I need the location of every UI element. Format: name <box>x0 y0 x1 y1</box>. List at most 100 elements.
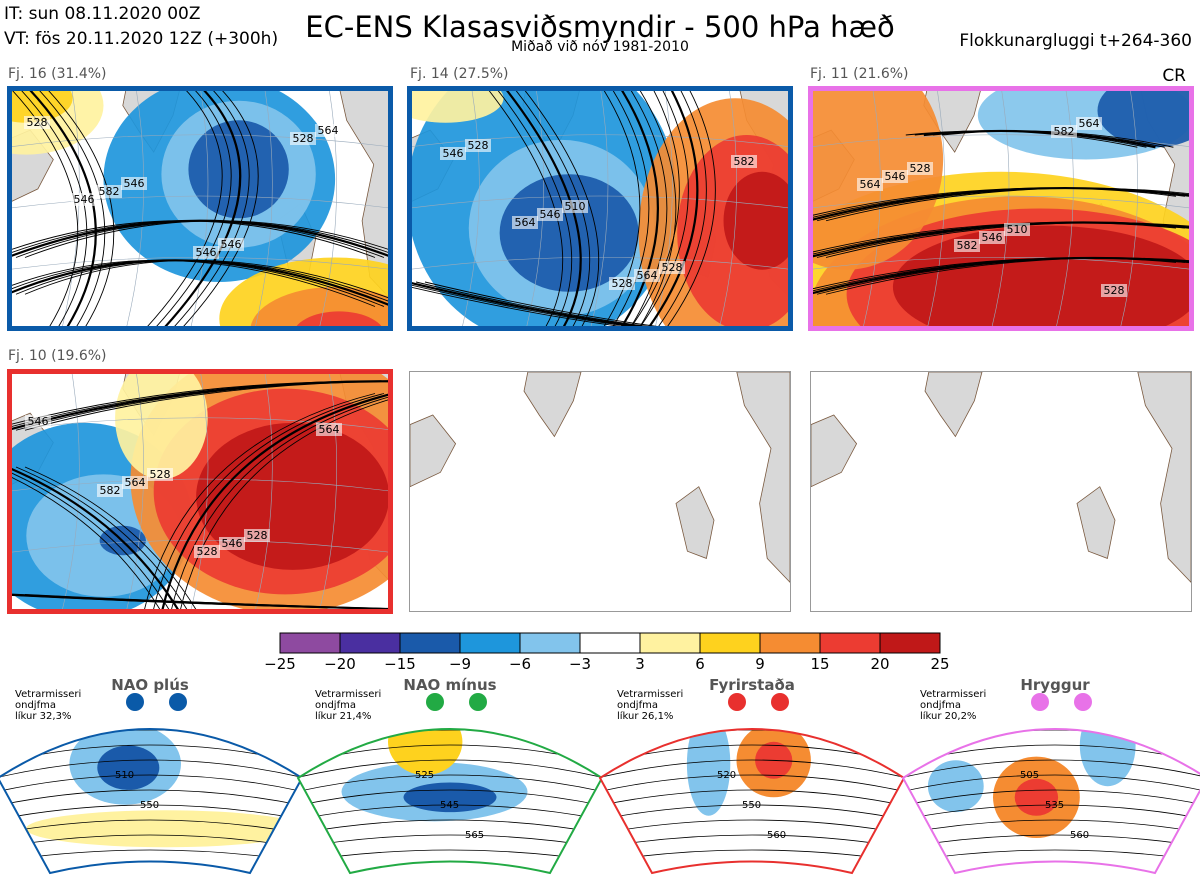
regime-marker <box>771 693 789 711</box>
grid-line <box>10 195 390 209</box>
height-contour <box>629 89 680 328</box>
regime-map: 525 545 565 <box>296 693 604 875</box>
contour-label: 546 <box>124 177 145 190</box>
colorbar-tick-label: 15 <box>810 655 830 673</box>
panel-label-3: Fj. 11 (21.6%) <box>810 66 909 82</box>
regime-map: 505 535 560 <box>901 693 1200 875</box>
grid-line <box>319 372 337 611</box>
regime-outline <box>901 728 1200 875</box>
colorbar-swatch <box>459 632 521 654</box>
height-contour <box>172 89 250 328</box>
regime-contour <box>903 804 1200 821</box>
regime-marker <box>1074 693 1092 711</box>
contour-label: 564 <box>860 178 881 191</box>
regime-contour-label: 560 <box>767 830 786 841</box>
regime-note: ondjfma <box>617 700 658 711</box>
contour-label: 546 <box>196 246 217 259</box>
regime-title: Fyrirstaða <box>709 676 795 694</box>
height-contour <box>37 89 106 328</box>
grid-line <box>1120 89 1138 328</box>
contour-label: 546 <box>982 231 1003 244</box>
colorbar-tick-label: 25 <box>930 655 950 673</box>
cluster-map: 528 546 546 564 582 546 528 546 <box>7 86 393 331</box>
contour-label-bg <box>512 216 538 229</box>
regime-contour-label: 550 <box>140 800 159 811</box>
contour-label-bg <box>1101 284 1127 297</box>
regime-note: Vetrarmisseri <box>617 689 684 700</box>
chart-subtitle: Miðað við nóv 1981-2010 <box>511 39 689 55</box>
cluster-border <box>407 86 793 331</box>
contour-label-bg <box>659 261 685 274</box>
panel-label-2: Fj. 14 (27.5%) <box>410 66 509 82</box>
height-contour <box>811 221 1191 258</box>
regime-map: 520 550 560 <box>598 693 906 875</box>
height-contour <box>27 89 97 328</box>
height-contour <box>24 593 390 610</box>
height-contour <box>523 89 600 328</box>
cluster-border <box>7 86 393 331</box>
colorbar-tick-label: −9 <box>448 655 472 673</box>
contour-label-bg <box>122 476 148 489</box>
chart-title: EC-ENS Klasasviðsmyndir - 500 hPa hæð <box>305 10 895 44</box>
regime-contour-label: 510 <box>115 770 134 781</box>
empty-map-panel-2 <box>810 371 1192 612</box>
regime-contour <box>600 759 904 779</box>
regime-contour <box>903 789 1200 807</box>
landmass <box>410 372 790 583</box>
contour-label: 582 <box>1054 125 1075 138</box>
contour-label-bg <box>244 529 270 542</box>
contour-label: 582 <box>957 239 978 252</box>
regime-marker <box>169 693 187 711</box>
height-contour <box>638 89 677 328</box>
contour-label: 582 <box>100 484 121 497</box>
contour-label: 546 <box>74 193 95 206</box>
regime-title: Hryggur <box>1020 676 1090 694</box>
contour-label-bg <box>219 537 245 550</box>
height-contour <box>656 89 707 328</box>
grid-line <box>61 372 80 611</box>
contour-label-bg <box>1076 117 1102 130</box>
landmass <box>811 372 1191 583</box>
grid-line <box>927 89 945 328</box>
regime-contour-label: 550 <box>742 800 761 811</box>
height-contour <box>181 89 259 328</box>
grid-line <box>811 256 1191 270</box>
height-contour <box>179 398 390 611</box>
colorbar-swatch <box>339 632 401 654</box>
initial-time: IT: sun 08.11.2020 00Z <box>4 4 201 24</box>
contour-label: 546 <box>221 238 242 251</box>
colorbar-swatch <box>879 632 941 654</box>
colorbar-swatch <box>519 632 581 654</box>
regime-anomaly <box>1014 778 1059 816</box>
regime-contour-label: 560 <box>1070 830 1089 841</box>
contour-label-bg <box>194 545 220 558</box>
colorbar-swatch <box>399 632 461 654</box>
panel-label-4: Fj. 10 (19.6%) <box>8 348 107 364</box>
contour-label: 582 <box>734 155 755 168</box>
regime-contour <box>903 759 1200 779</box>
empty-basemap <box>811 372 1191 583</box>
cluster-border <box>7 369 393 614</box>
contour-label-bg <box>218 238 244 251</box>
contour-label: 528 <box>150 468 171 481</box>
regime-note: líkur 26,1% <box>617 711 674 722</box>
regime-note: ondjfma <box>15 700 56 711</box>
height-contour <box>514 89 591 328</box>
cluster-panel-4: 528 528 546 564 546 564 582 528 <box>7 369 393 614</box>
contour-label: 510 <box>565 200 586 213</box>
contour-label-bg <box>315 124 341 137</box>
regime-note: ondjfma <box>920 700 961 711</box>
contour-label-bg <box>440 147 466 160</box>
height-contour <box>10 471 171 611</box>
grid-line <box>410 134 790 148</box>
cluster-border <box>808 86 1194 331</box>
anomaly-region <box>410 89 504 123</box>
height-contour <box>629 89 668 328</box>
panel-label-1: Fj. 16 (31.4%) <box>8 66 107 82</box>
colorbar-tick-label: −20 <box>324 655 356 673</box>
colorbar-swatch <box>279 632 341 654</box>
contour-label-bg <box>1051 125 1077 138</box>
grid-line <box>811 195 1191 209</box>
height-contour <box>170 396 390 611</box>
height-contour <box>152 393 385 611</box>
